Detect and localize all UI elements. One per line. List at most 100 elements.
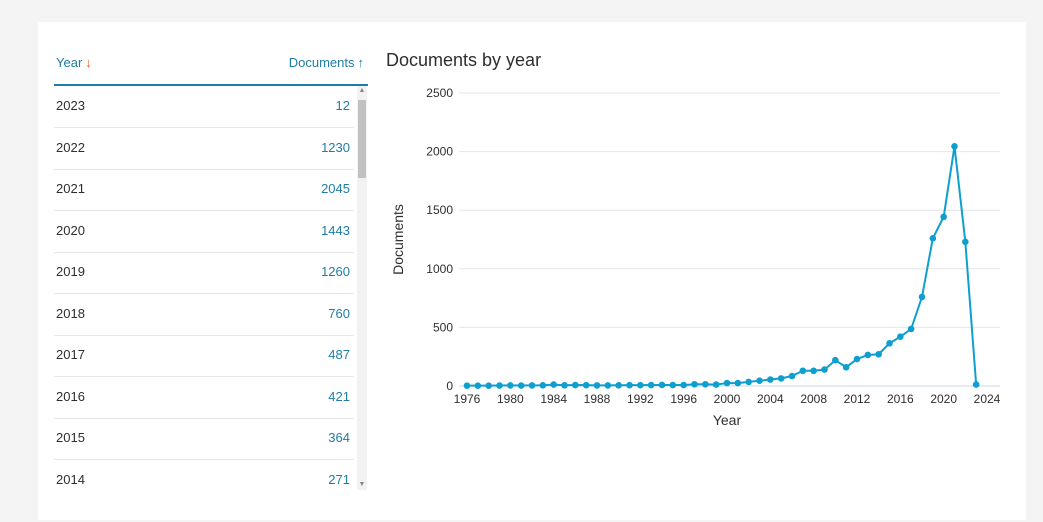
documents-count-link[interactable]: 2045 <box>321 181 350 196</box>
y-tick-label: 500 <box>433 320 453 334</box>
table-row: 2021 2045 <box>54 169 354 211</box>
table-row: 2022 1230 <box>54 128 354 170</box>
year-column-header[interactable]: Year ↓ <box>56 55 92 70</box>
data-point <box>658 381 666 389</box>
scrollbar-thumb[interactable] <box>358 100 366 178</box>
x-tick-label: 2020 <box>930 392 957 406</box>
documents-count-link[interactable]: 760 <box>328 305 350 321</box>
table-row: 2019 1260 <box>54 252 354 294</box>
data-point <box>886 340 893 347</box>
documents-count-link[interactable]: 487 <box>328 347 350 362</box>
year-cell: 2014 <box>56 471 85 487</box>
table-row: 2023 12 <box>54 86 354 128</box>
x-tick-label: 2024 <box>974 392 1001 406</box>
x-tick-label: 2000 <box>714 392 741 406</box>
data-point <box>897 333 904 340</box>
x-tick-label: 1976 <box>454 392 481 406</box>
data-point <box>561 381 568 389</box>
data-point <box>637 381 644 389</box>
x-tick-label: 1992 <box>627 392 654 406</box>
table-header: Year ↓ Documents ↑ <box>54 46 368 86</box>
x-axis-label: Year <box>713 412 742 428</box>
documents-column-header[interactable]: Documents ↑ <box>289 55 364 70</box>
table-row: 2020 1443 <box>54 211 354 253</box>
data-point <box>907 325 915 333</box>
x-tick-label: 1988 <box>584 392 611 406</box>
year-cell: 2023 <box>56 98 85 113</box>
data-point <box>842 363 850 371</box>
documents-count-link[interactable]: 364 <box>328 430 350 445</box>
table-scrollbar[interactable]: ▲ ▼ <box>357 86 367 490</box>
year-cell: 2015 <box>56 430 85 445</box>
documents-count-link[interactable]: 12 <box>335 98 350 113</box>
data-point <box>680 381 687 389</box>
year-cell: 2018 <box>56 305 85 321</box>
data-point <box>507 382 514 389</box>
data-point <box>517 382 525 389</box>
data-point <box>777 375 785 382</box>
x-tick-label: 2008 <box>800 392 827 406</box>
scroll-down-arrow-icon[interactable]: ▼ <box>358 481 366 488</box>
data-point <box>810 367 817 375</box>
results-card <box>38 22 1026 520</box>
table-row: 2016 421 <box>54 377 354 419</box>
data-point <box>972 381 980 388</box>
data-point <box>702 380 709 388</box>
data-point <box>864 351 872 359</box>
data-point <box>539 381 547 389</box>
year-cell: 2021 <box>56 181 85 196</box>
x-tick-label: 1996 <box>670 392 697 406</box>
data-point <box>918 293 926 301</box>
documents-by-year-table: Year ↓ Documents ↑ 2014 271 2015 364 2016 421 20… <box>54 46 368 492</box>
data-point <box>485 382 492 389</box>
data-point <box>951 143 958 150</box>
y-tick-label: 1500 <box>426 203 453 217</box>
year-header-label: Year <box>56 55 83 70</box>
y-tick-label: 2500 <box>426 86 453 100</box>
data-point <box>799 367 807 375</box>
x-tick-label: 2016 <box>887 392 914 406</box>
table-body: 2014 271 2015 364 2016 421 2017 487 2018 760 2019 1… <box>54 86 368 490</box>
y-axis-label: Documents <box>390 204 406 275</box>
data-point <box>767 376 774 383</box>
y-tick-label: 2000 <box>426 145 453 159</box>
table-row: 2015 364 <box>54 418 354 460</box>
series-line <box>467 146 978 387</box>
data-point <box>962 238 969 246</box>
documents-count-link[interactable]: 421 <box>328 388 350 404</box>
scroll-up-arrow-icon[interactable]: ▲ <box>358 87 366 94</box>
data-point <box>745 378 752 386</box>
table-row: 2018 760 <box>54 294 354 336</box>
x-tick-label: 2004 <box>757 392 784 406</box>
sort-ascending-icon: ↑ <box>357 55 365 70</box>
data-point <box>626 381 633 389</box>
data-point <box>528 382 536 389</box>
data-point <box>669 381 677 389</box>
data-point <box>712 381 720 388</box>
x-tick-label: 2012 <box>844 392 871 406</box>
chart-title: Documents by year <box>386 50 542 70</box>
data-point <box>853 355 861 363</box>
documents-count-link[interactable]: 271 <box>328 471 350 487</box>
documents-count-link[interactable]: 1230 <box>321 139 350 155</box>
sort-descending-icon: ↓ <box>85 55 92 70</box>
data-point <box>723 379 731 387</box>
data-point <box>615 381 622 389</box>
data-point <box>463 382 471 389</box>
y-tick-label: 1000 <box>426 262 453 276</box>
year-cell: 2016 <box>56 388 85 404</box>
year-cell: 2022 <box>56 139 85 155</box>
documents-count-link[interactable]: 1443 <box>321 222 350 238</box>
data-point <box>647 381 655 389</box>
documents-count-link[interactable]: 1260 <box>321 264 350 279</box>
data-point <box>832 356 839 364</box>
data-point <box>474 382 482 389</box>
data-point <box>550 381 557 388</box>
data-point <box>788 372 796 380</box>
data-point <box>940 213 947 221</box>
year-cell: 2020 <box>56 222 85 238</box>
year-cell: 2019 <box>56 264 85 279</box>
data-point <box>582 381 590 389</box>
x-tick-label: 1984 <box>540 392 567 406</box>
